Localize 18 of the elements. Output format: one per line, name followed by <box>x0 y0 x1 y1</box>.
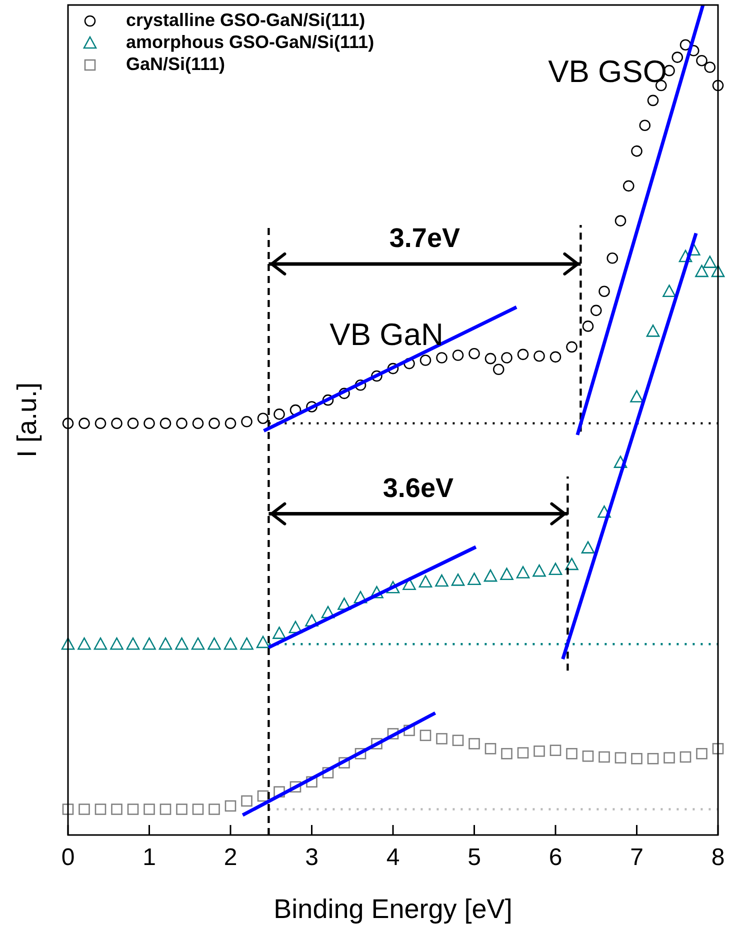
legend-label: crystalline GSO-GaN/Si(111) <box>126 10 366 30</box>
x-tick-label: 2 <box>224 844 238 871</box>
x-axis-title: Binding Energy [eV] <box>274 894 512 924</box>
annotation: VB GaN <box>330 317 444 352</box>
x-tick-label: 8 <box>711 844 725 871</box>
x-tick-label: 5 <box>468 844 481 871</box>
annotation: 3.7eV <box>389 223 460 254</box>
y-axis-title: I [a.u.] <box>12 382 42 458</box>
legend-label: GaN/Si(111) <box>126 54 226 74</box>
x-tick-label: 7 <box>630 844 644 871</box>
annotation: VB GSO <box>548 54 667 90</box>
annotation: 3.6eV <box>382 472 454 503</box>
x-tick-label: 0 <box>61 844 75 871</box>
x-tick-label: 4 <box>386 844 400 871</box>
legend-label: amorphous GSO-GaN/Si(111) <box>126 32 374 52</box>
x-tick-label: 6 <box>548 844 562 871</box>
x-tick-label: 1 <box>142 844 156 871</box>
x-tick-label: 3 <box>305 844 318 871</box>
